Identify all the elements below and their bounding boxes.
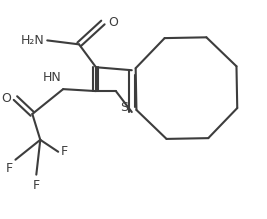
- Text: F: F: [33, 179, 40, 192]
- Text: HN: HN: [42, 71, 61, 84]
- Text: H₂N: H₂N: [21, 34, 44, 47]
- Text: S: S: [120, 101, 128, 114]
- Text: F: F: [61, 145, 68, 158]
- Text: O: O: [2, 92, 11, 104]
- Text: O: O: [108, 16, 118, 29]
- Text: F: F: [5, 162, 13, 175]
